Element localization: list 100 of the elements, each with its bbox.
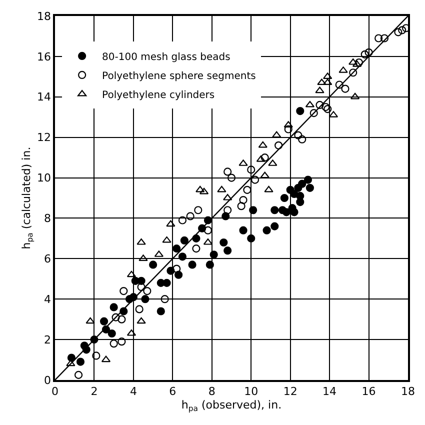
point xyxy=(305,100,315,108)
point xyxy=(112,313,120,322)
point xyxy=(294,131,302,140)
point xyxy=(350,92,360,100)
point xyxy=(136,238,146,245)
legend-label: Polyethylene cylinders xyxy=(102,90,215,101)
point xyxy=(304,176,312,184)
point xyxy=(258,141,268,148)
point xyxy=(172,264,181,273)
point xyxy=(274,141,283,150)
y-tick-label: 10 xyxy=(37,172,52,185)
point xyxy=(243,186,252,194)
point xyxy=(354,58,364,67)
point xyxy=(143,286,152,296)
point xyxy=(348,58,358,65)
point xyxy=(206,260,214,269)
y-tick-label: 14 xyxy=(37,90,52,104)
point xyxy=(135,305,144,314)
point xyxy=(126,270,136,278)
point xyxy=(335,80,344,89)
point xyxy=(315,86,324,94)
point xyxy=(239,196,248,204)
point xyxy=(204,226,212,234)
point xyxy=(178,216,187,224)
y-tick-label: 8 xyxy=(44,212,52,226)
point xyxy=(323,78,332,86)
point xyxy=(220,238,228,247)
x-tick-label: 14 xyxy=(322,384,337,398)
y-tick-label: 6 xyxy=(44,252,52,266)
point xyxy=(352,60,362,67)
point xyxy=(322,102,330,112)
point xyxy=(86,317,95,324)
y-tick-label: 4 xyxy=(44,292,52,306)
y-tick-label: 16 xyxy=(37,50,52,64)
point xyxy=(166,220,176,227)
point xyxy=(92,352,100,360)
point xyxy=(149,260,158,269)
point xyxy=(306,184,314,192)
point xyxy=(118,338,126,346)
point xyxy=(324,104,332,114)
point xyxy=(284,125,292,134)
point xyxy=(317,78,326,86)
point xyxy=(278,206,287,214)
y-tick-label: 12 xyxy=(37,131,52,144)
point xyxy=(227,174,236,182)
point xyxy=(298,180,306,188)
point xyxy=(224,246,232,255)
point xyxy=(120,286,128,296)
point xyxy=(260,172,270,178)
point xyxy=(224,168,232,176)
point xyxy=(199,188,209,194)
point xyxy=(100,317,108,326)
point xyxy=(296,106,304,116)
x-tick-label: 4 xyxy=(130,384,137,398)
point xyxy=(203,238,213,245)
y-tick-label: 2 xyxy=(44,333,52,346)
point xyxy=(316,100,324,110)
x-tick-label: 8 xyxy=(208,384,216,398)
legend-label: Polyethylene sphere segments xyxy=(102,70,256,82)
point xyxy=(156,307,165,316)
point xyxy=(174,270,183,279)
legend-label: 80-100 mesh glass beads xyxy=(102,52,230,63)
point xyxy=(188,260,196,269)
point xyxy=(280,194,288,202)
point xyxy=(349,68,358,77)
point xyxy=(360,50,369,58)
point xyxy=(186,212,194,220)
point xyxy=(341,84,350,93)
point xyxy=(196,186,205,192)
point xyxy=(126,329,136,336)
point xyxy=(162,278,171,287)
point xyxy=(141,295,150,304)
point xyxy=(194,206,202,214)
point xyxy=(222,194,232,200)
point xyxy=(247,234,256,242)
point xyxy=(237,202,246,210)
point xyxy=(270,206,279,214)
point xyxy=(162,236,172,243)
point xyxy=(178,252,187,261)
point xyxy=(110,303,118,312)
point xyxy=(172,244,181,253)
point xyxy=(217,186,226,192)
x-tick-label: 18 xyxy=(401,384,415,398)
point xyxy=(118,315,126,324)
point xyxy=(398,26,406,34)
point xyxy=(136,317,146,324)
point xyxy=(110,340,118,348)
point xyxy=(160,295,169,304)
x-axis-title: h$_{pa}$ (observed), in. xyxy=(181,398,282,413)
point xyxy=(310,109,318,118)
point xyxy=(262,226,271,234)
point xyxy=(74,370,83,379)
point xyxy=(192,244,200,253)
point xyxy=(270,222,279,230)
point xyxy=(250,176,260,184)
point xyxy=(222,212,230,220)
point xyxy=(108,329,116,338)
x-tick-label: 12 xyxy=(283,384,298,398)
x-tick-label: 16 xyxy=(362,384,376,398)
point xyxy=(374,34,383,42)
